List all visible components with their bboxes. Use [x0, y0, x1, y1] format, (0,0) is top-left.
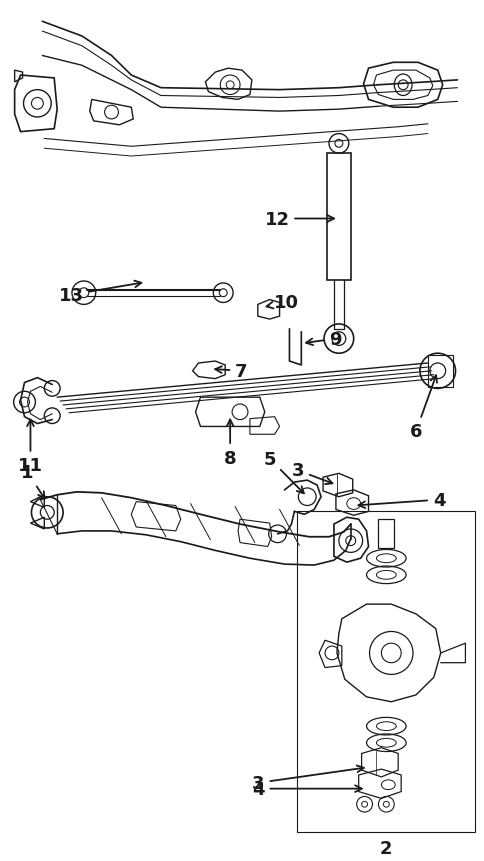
- Text: 13: 13: [59, 282, 141, 304]
- Text: 12: 12: [264, 210, 333, 228]
- Text: 7: 7: [215, 362, 247, 381]
- Text: 4: 4: [252, 780, 361, 797]
- Text: 9: 9: [305, 331, 341, 348]
- Text: 11: 11: [18, 420, 43, 475]
- Text: 1: 1: [21, 464, 45, 499]
- Text: 8: 8: [224, 420, 236, 468]
- Text: 4: 4: [358, 491, 444, 509]
- Text: 5: 5: [263, 450, 303, 493]
- Text: 3: 3: [252, 765, 363, 792]
- Text: 3: 3: [291, 461, 332, 485]
- Text: 10: 10: [266, 294, 299, 312]
- Text: 6: 6: [409, 376, 436, 441]
- Text: 2: 2: [379, 839, 392, 858]
